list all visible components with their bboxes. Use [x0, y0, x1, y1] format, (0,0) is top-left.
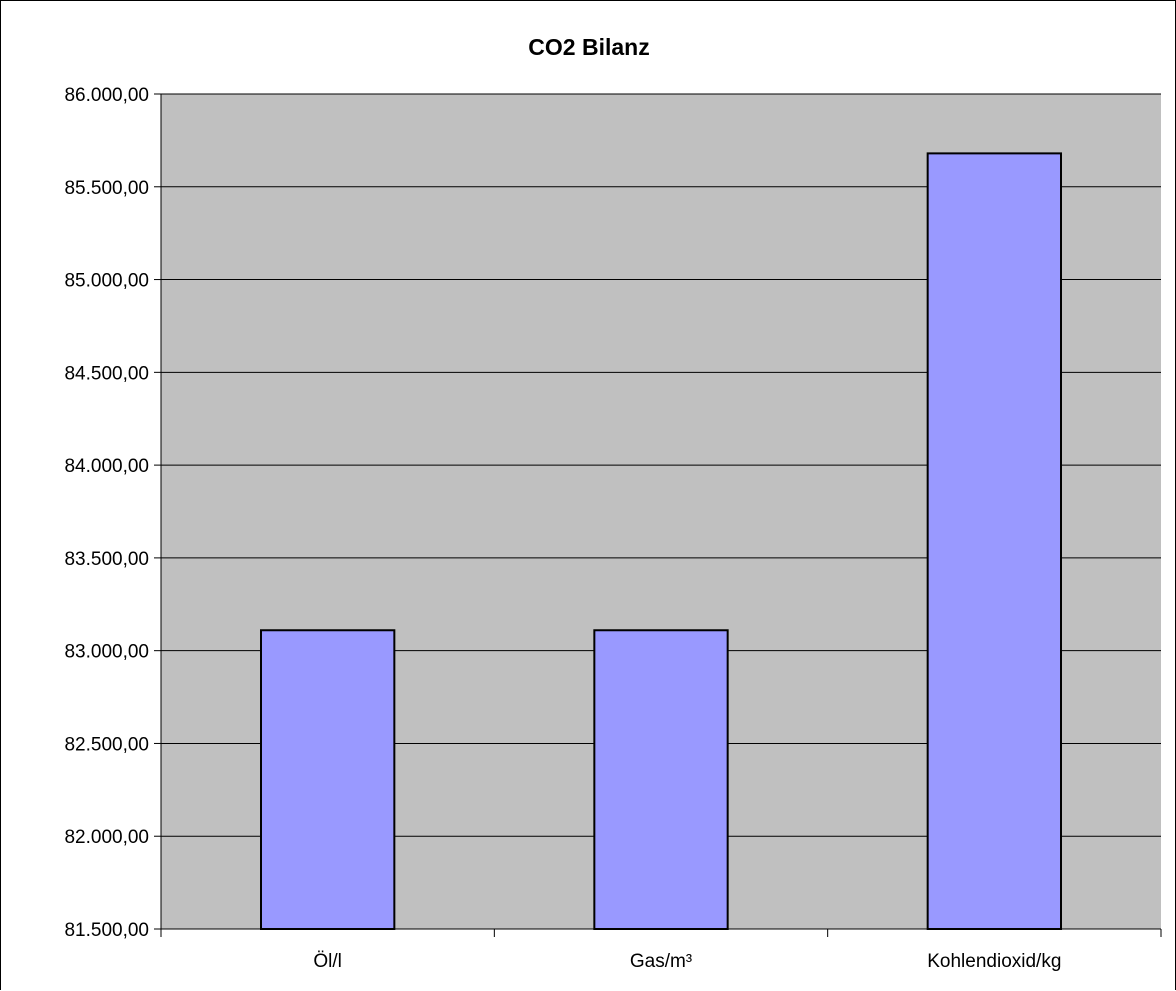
y-tick-label: 86.000,00 — [64, 85, 149, 106]
bars — [260, 152, 1063, 930]
y-tick-label: 84.500,00 — [64, 363, 149, 384]
y-tick-label: 83.500,00 — [64, 549, 149, 570]
axes — [160, 94, 1161, 930]
bar-1 — [593, 629, 729, 930]
bar-0 — [260, 629, 396, 930]
chart-title: CO2 Bilanz — [528, 34, 649, 60]
y-axis-ticks: 81.500,00 82.000,00 82.500,00 83.000,00 83.5… — [64, 85, 161, 941]
y-tick-label: 82.000,00 — [64, 827, 149, 848]
x-category-label: Kohlendioxid/kg — [927, 951, 1061, 972]
y-tick-label: 81.500,00 — [64, 920, 149, 941]
y-tick-label: 83.000,00 — [64, 642, 149, 663]
x-category-label: Öl/l — [313, 951, 342, 972]
y-tick-label: 82.500,00 — [64, 734, 149, 755]
y-tick-label: 84.000,00 — [64, 456, 149, 477]
y-tick-label: 85.500,00 — [64, 178, 149, 199]
x-category-label: Gas/m³ — [630, 951, 692, 972]
bar-2 — [926, 152, 1063, 930]
y-tick-label: 85.000,00 — [64, 271, 149, 292]
x-axis-ticks: Öl/l Gas/m³ Kohlendioxid/kg — [160, 929, 1162, 972]
